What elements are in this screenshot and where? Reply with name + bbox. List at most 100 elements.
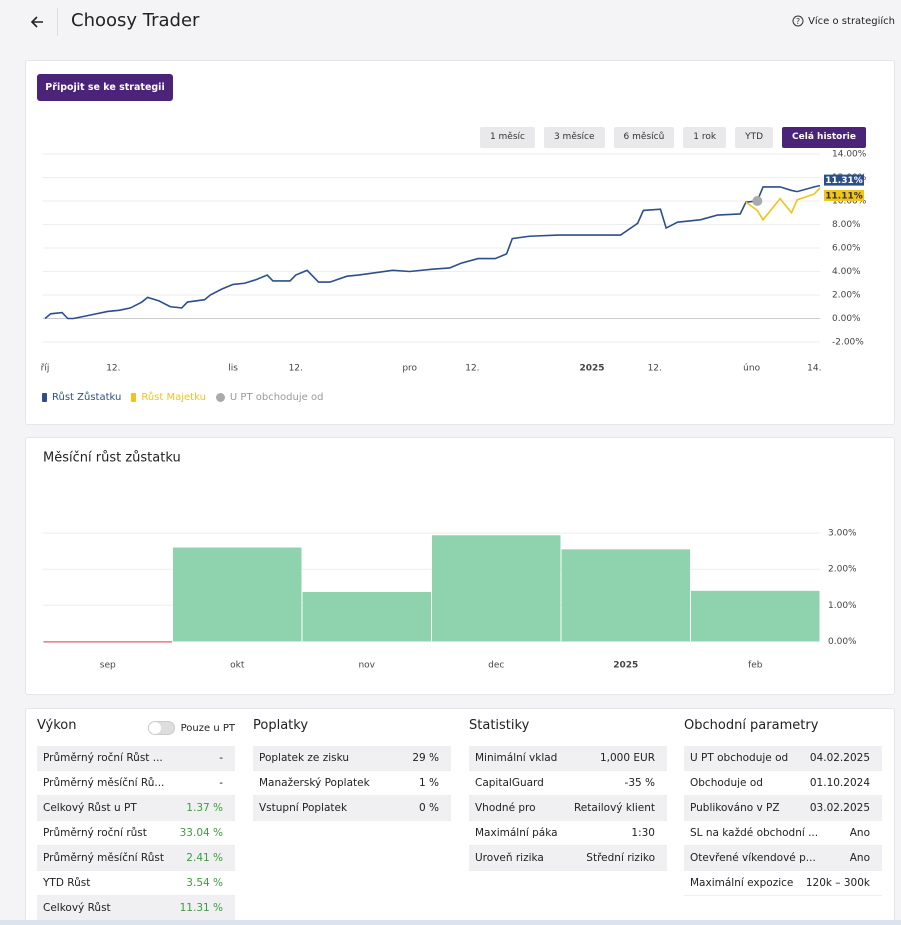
panel-title: Obchodní parametry: [684, 718, 819, 733]
panel-title: Poplatky: [253, 718, 309, 733]
bar-card: [25, 437, 895, 695]
table-row: Průměrný měsíční Růst 2.41 %: [37, 846, 235, 871]
row-value: 1.37 %: [186, 802, 223, 814]
legend-swatch: [42, 393, 47, 402]
rows: Minimální vklad 1,000 EUR CapitalGuard -35 …: [469, 746, 667, 871]
rows: Poplatek ze zisku 29 % Manažerský Poplatek…: [253, 746, 451, 821]
row-label: CapitalGuard: [475, 777, 544, 789]
legend-label: Růst Zůstatku: [52, 392, 122, 403]
help-text[interactable]: Více o strategiích: [808, 15, 895, 27]
row-value: -: [219, 777, 223, 789]
table-row: Celkový Růst u PT 1.37 %: [37, 796, 235, 821]
row-label: YTD Růst: [43, 877, 91, 889]
panel: Statistiky Minimální vklad 1,000 EUR Capita…: [469, 718, 667, 871]
legend-item[interactable]: Růst Zůstatku: [42, 392, 121, 403]
toggle-label: Pouze u PT: [180, 722, 235, 734]
row-value: -35 %: [624, 777, 655, 789]
legend-swatch: [215, 393, 225, 402]
row-value: 1,000 EUR: [599, 752, 655, 764]
row-label: Otevřené víkendové p...: [690, 852, 816, 864]
chart-card: [25, 60, 895, 425]
legend-item[interactable]: Růst Majetku: [131, 392, 206, 403]
panel: Poplatky Poplatek ze zisku 29 % Manažerský …: [253, 718, 451, 821]
range-button[interactable]: 1 rok: [683, 127, 727, 148]
table-row: Publikováno v PZ 03.02.2025: [684, 796, 882, 821]
row-label: Maximální páka: [475, 827, 558, 839]
row-label: Manažerský Poplatek: [259, 777, 370, 789]
row-value: 03.02.2025: [809, 802, 870, 814]
row-value: 01.10.2024: [809, 777, 870, 789]
rows: U PT obchoduje od 04.02.2025 Obchoduje od 0…: [684, 746, 882, 896]
rows: Průměrný roční Růst ... - Průměrný měsíční…: [37, 746, 235, 921]
header: Choosy Trader ? Více o strategiích: [0, 0, 901, 44]
row-label: Průměrný roční růst: [43, 827, 147, 839]
row-label: Publikováno v PZ: [690, 802, 780, 814]
range-button[interactable]: YTD: [735, 127, 774, 148]
table-row: Uroveň rizika Střední riziko: [469, 846, 667, 871]
legend: Růst Zůstatku Růst Majetku U PT obchoduje …: [42, 392, 323, 403]
table-row: CapitalGuard -35 %: [469, 771, 667, 796]
row-label: Vstupní Poplatek: [259, 802, 348, 814]
row-label: Průměrný měsíční Rů...: [43, 777, 165, 789]
table-row: Celkový Růst 11.31 %: [37, 896, 235, 921]
table-row: SL na každé obchodní ... Ano: [684, 821, 882, 846]
row-label: U PT obchoduje od: [690, 752, 789, 764]
table-row: Průměrný roční Růst ... -: [37, 746, 235, 771]
row-label: Průměrný roční Růst ...: [43, 752, 163, 764]
table-row: Maximální expozice 120k – 300k: [684, 871, 882, 896]
row-value: 3.54 %: [186, 877, 223, 889]
row-value: 33.04 %: [179, 827, 223, 839]
row-label: SL na každé obchodní ...: [690, 827, 819, 839]
table-row: Průměrný měsíční Rů... -: [37, 771, 235, 796]
help-link[interactable]: ? Více o strategiích: [792, 15, 895, 27]
table-row: Vhodné pro Retailový klient: [469, 796, 667, 821]
table-row: YTD Růst 3.54 %: [37, 871, 235, 896]
table-row: Manažerský Poplatek 1 %: [253, 771, 451, 796]
row-label: Celkový Růst: [43, 902, 111, 914]
back-arrow[interactable]: [29, 14, 45, 30]
panel: Výkon Pouze u PT Průměrný roční Růst ... - P…: [37, 718, 235, 921]
range-button[interactable]: 6 měsíců: [613, 127, 675, 148]
help-icon: ?: [792, 15, 804, 27]
range-buttons: 1 měsíc 3 měsíce 6 měsíců 1 rok YTD Celá hist…: [479, 127, 866, 148]
join-button[interactable]: Připojit se ke strategii: [37, 74, 173, 101]
panel: Obchodní parametry U PT obchoduje od 04.02…: [684, 718, 882, 896]
table-row: Maximální páka 1:30: [469, 821, 667, 846]
row-label: Průměrný měsíční Růst: [43, 852, 164, 864]
legend-swatch: [131, 393, 137, 402]
legend-label: Růst Majetku: [141, 392, 206, 403]
table-row: Průměrný roční růst 33.04 %: [37, 821, 235, 846]
range-button[interactable]: 3 měsíce: [543, 127, 605, 148]
row-label: Obchoduje od: [690, 777, 763, 789]
row-label: Poplatek ze zisku: [259, 752, 350, 764]
row-value: 29 %: [412, 752, 439, 764]
row-label: Celkový Růst u PT: [43, 802, 137, 814]
row-value: 1:30: [631, 827, 655, 839]
row-label: Minimální vklad: [475, 752, 558, 764]
row-value: 2.41 %: [186, 852, 223, 864]
range-button[interactable]: Celá historie: [782, 127, 866, 148]
toggle-switch[interactable]: [147, 721, 175, 735]
table-row: Minimální vklad 1,000 EUR: [469, 746, 667, 771]
toggle[interactable]: Pouze u PT: [147, 721, 235, 735]
range-button[interactable]: 1 měsíc: [479, 127, 535, 148]
table-row: Obchoduje od 01.10.2024: [684, 771, 882, 796]
row-label: Vhodné pro: [475, 802, 536, 814]
panel-title: Výkon: [37, 718, 77, 733]
row-label: Uroveň rizika: [475, 852, 544, 864]
legend-label: U PT obchoduje od: [229, 392, 324, 403]
row-value: Ano: [849, 827, 870, 839]
table-row: U PT obchoduje od 04.02.2025: [684, 746, 882, 771]
row-value: 11.31 %: [179, 902, 223, 914]
svg-text:?: ?: [796, 17, 800, 26]
row-value: 1 %: [419, 777, 439, 789]
divider: [57, 8, 58, 36]
page-title: Choosy Trader: [71, 10, 200, 31]
row-value: Retailový klient: [573, 802, 655, 814]
row-value: 04.02.2025: [809, 752, 870, 764]
legend-item[interactable]: U PT obchoduje od: [215, 392, 324, 403]
table-row: Vstupní Poplatek 0 %: [253, 796, 451, 821]
row-value: 120k – 300k: [805, 877, 870, 889]
bottom-bar: [0, 920, 901, 925]
